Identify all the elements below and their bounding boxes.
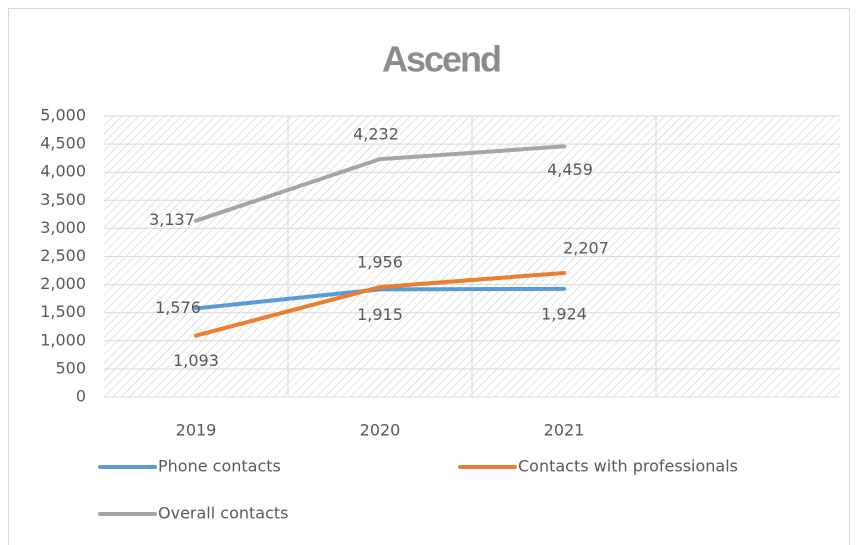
y-tick-label: 2,000 — [40, 274, 86, 293]
x-tick-label: 2020 — [360, 421, 401, 440]
data-label: 1,924 — [541, 304, 587, 323]
data-label: 2,207 — [563, 238, 609, 257]
x-tick-label: 2021 — [544, 421, 585, 440]
data-label: 1,576 — [155, 298, 201, 317]
data-label: 4,459 — [547, 160, 593, 179]
data-label: 4,232 — [353, 125, 399, 144]
y-tick-label: 1,000 — [40, 330, 86, 349]
series-line — [194, 270, 566, 338]
y-tick-label: 4,000 — [40, 162, 86, 181]
y-tick-label: 3,500 — [40, 190, 86, 209]
y-tick-label: 5,000 — [40, 106, 86, 125]
legend-label: Phone contacts — [158, 457, 281, 476]
legend-label: Overall contacts — [158, 504, 288, 523]
y-tick-label: 500 — [55, 358, 86, 377]
data-label: 3,137 — [149, 210, 195, 229]
chart-title: Ascend — [382, 39, 500, 80]
legend-label: Contacts with professionals — [518, 457, 738, 476]
series-line — [194, 286, 566, 311]
y-tick-label: 4,500 — [40, 134, 86, 153]
data-label: 1,093 — [173, 351, 219, 370]
y-tick-label: 3,000 — [40, 218, 86, 237]
y-tick-label: 2,500 — [40, 246, 86, 265]
y-tick-label: 1,500 — [40, 302, 86, 321]
x-tick-label: 2019 — [176, 421, 217, 440]
data-label: 1,956 — [357, 253, 403, 272]
data-label: 1,915 — [357, 305, 403, 324]
y-tick-label: 0 — [76, 387, 86, 406]
series-line — [194, 144, 566, 223]
